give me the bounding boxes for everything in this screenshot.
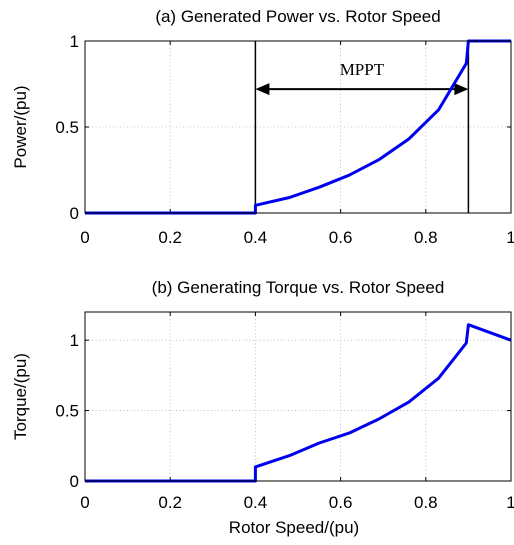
panel-a-xtick-label-4: 0.8 [414, 228, 438, 247]
panel-a-ytick-label-1: 0.5 [55, 118, 79, 137]
panel-a-series-line-0 [85, 39, 511, 215]
panel-a-xtick-label-0: 0 [80, 228, 89, 247]
panel-b-ytick-label-0: 0 [70, 472, 79, 491]
panel-b-xtick-label-2: 0.4 [244, 493, 268, 512]
panel-a-annotation-arrowhead-right-0 [454, 83, 469, 96]
panel-a-xtick-label-1: 0.2 [158, 228, 182, 247]
panel-b-ylabel: Torque/(pu) [11, 353, 30, 440]
panel-a-xtick-label-3: 0.6 [329, 228, 353, 247]
panel-a-xtick-label-2: 0.4 [244, 228, 268, 247]
panel-a-ytick-label-0: 0 [70, 204, 79, 223]
panel-b-ytick-label-1: 0.5 [55, 402, 79, 421]
panel-b-xtick-label-3: 0.6 [329, 493, 353, 512]
panel-a-plot-frame [84, 40, 512, 214]
panel-b-ytick-label-2: 1 [70, 331, 79, 350]
panel-b-xtick-label-1: 0.2 [158, 493, 182, 512]
panel-a-ytick-label-2: 1 [70, 32, 79, 51]
panel-a-annotation-label-0: MPPT [340, 60, 385, 79]
panel-b-xlabel: Rotor Speed/(pu) [229, 518, 359, 537]
panel-a-title: (a) Generated Power vs. Rotor Speed [155, 7, 440, 26]
panel-b-plot-frame [84, 311, 512, 482]
panel-a-annotation-arrowhead-left-0 [255, 83, 270, 96]
panel-b-xtick-label-5: 1 [506, 493, 514, 512]
panel-b-title: (b) Generating Torque vs. Rotor Speed [152, 278, 445, 297]
panel-a-xtick-label-5: 1 [506, 228, 514, 247]
panel-b-series-line-0 [85, 323, 512, 483]
panel-b-xtick-label-4: 0.8 [414, 493, 438, 512]
panel-b-xtick-label-0: 0 [80, 493, 89, 512]
panel-a-ylabel: Power/(pu) [11, 85, 30, 168]
